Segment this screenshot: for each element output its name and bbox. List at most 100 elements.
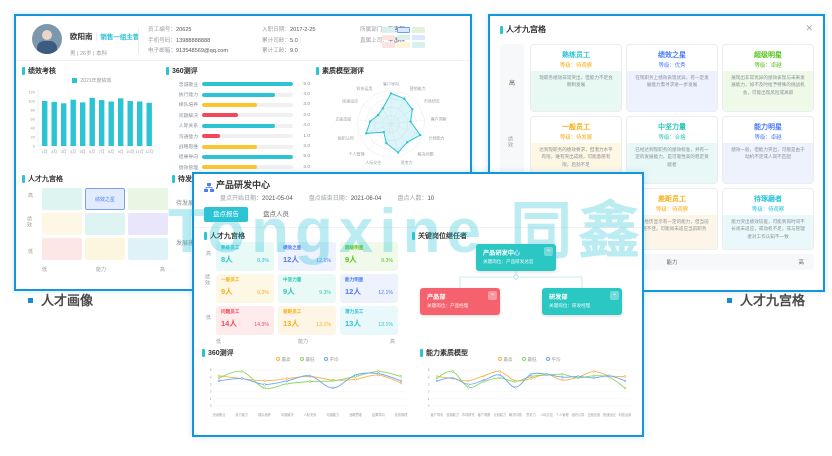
count-cell[interactable]: 潜力员工 13人 13.1% — [340, 306, 398, 335]
org-node-product[interactable]: 产品部 关键岗位：产品经理 ⌄ — [420, 288, 500, 315]
legend-item[interactable]: 最高 — [497, 357, 513, 363]
panel-title: 360测评 — [166, 66, 198, 76]
svg-text:3: 3 — [428, 383, 430, 387]
tab-people[interactable]: 盘点人员 — [263, 211, 289, 218]
radar-panel: 素质模型测评 客户导向 营销能力 市场研究 客户洞察 计划能力 解决问题 思考力 人际交往 个人… — [316, 66, 464, 172]
svg-text:0: 0 — [33, 143, 36, 148]
axis-label-ability: 能力 — [96, 267, 107, 273]
ninebox-cell[interactable] — [42, 188, 82, 210]
svg-text:5: 5 — [210, 368, 212, 372]
ninebox-card[interactable]: 中坚力量 等级：合格 已经达到现职务的绩效标准，并有一定的发展能力，是可靠性高的… — [626, 116, 718, 184]
count-cell[interactable]: 绩效之星 12人 12.1% — [278, 242, 336, 271]
avatar — [32, 24, 62, 54]
axis-label-perf: 绩效 — [204, 274, 210, 286]
org-icon — [204, 180, 214, 198]
mini-cell[interactable] — [382, 42, 395, 48]
eval-row: 问题解决 2.0 — [178, 112, 310, 119]
legend-item[interactable]: 最低 — [299, 357, 315, 363]
svg-text:1: 1 — [210, 397, 212, 401]
count-cell[interactable]: 能力明星 12人 12.1% — [340, 274, 398, 303]
title-bar-icon — [316, 67, 319, 75]
profile-field: 直属上司：李国林 — [360, 37, 405, 44]
svg-text:快速适应: 快速适应 — [342, 98, 358, 104]
mini-cell[interactable] — [412, 34, 425, 40]
ninebox-card[interactable]: 超级明星 等级：卓越 展现出非常优异的绩效表现与未来发展能力，如不及时给予特殊的… — [722, 44, 814, 112]
svg-text:个人管理: 个人管理 — [556, 412, 570, 417]
ninebox-card[interactable]: 能力明星 等级：卓越 绩效一般，但能力突出，可能是由于动机不足或人岗不匹配 — [722, 116, 814, 184]
mini-cell[interactable] — [397, 27, 410, 33]
employee-meta: 男 | 26岁 | 本科 — [70, 51, 108, 57]
legend-item[interactable]: 最高 — [275, 357, 291, 363]
mini-cell[interactable] — [382, 27, 395, 33]
chevron-down-icon[interactable]: ⌄ — [610, 291, 619, 300]
svg-text:60: 60 — [31, 116, 36, 121]
svg-text:计划能力: 计划能力 — [493, 412, 506, 417]
ninebox-card[interactable]: 待琢磨者 等级：待观察 能力突出绩效较差，可能到岗时间不长尚未适应，或动机不足，… — [722, 188, 814, 250]
svg-text:战略思维: 战略思维 — [349, 412, 363, 417]
count-cell[interactable]: 差距员工 13人 13.1% — [278, 306, 336, 335]
mini-cell[interactable] — [397, 42, 410, 48]
mini-cell[interactable] — [382, 34, 395, 40]
review-meta: 盘点开始日期：2021-05-04 盘点结束日期：2021-06-04 盘点人数… — [220, 193, 434, 202]
count-cell[interactable]: 熟练员工 8人 8.3% — [216, 242, 274, 271]
mini-ninebox[interactable] — [382, 27, 425, 48]
ninebox-cell[interactable] — [85, 213, 125, 235]
axis-label-high2: 高 — [390, 339, 396, 345]
development-suggestion-label: 发展建议： — [176, 241, 207, 247]
svg-text:沟通能力: 沟通能力 — [326, 412, 339, 417]
title-bar-icon — [202, 349, 205, 357]
ninebox-card[interactable]: 绩效之星 等级：优秀 在现职务上绩效表现优异，有一定发展能力需寻求进一步发展 — [626, 44, 718, 112]
profile-fields: 员工编号：20625 手机号码：13988888888 电子邮箱：913548569… — [148, 25, 452, 57]
bullet-icon — [28, 298, 33, 303]
caption-talent-portrait: 人才画像 — [28, 290, 93, 309]
legend-item[interactable]: 平均 — [323, 357, 339, 363]
svg-text:解决问题: 解决问题 — [509, 412, 523, 417]
chevron-down-icon[interactable]: ⌄ — [488, 291, 497, 300]
ninebox-cell[interactable] — [85, 238, 125, 260]
profile-field: 电子邮箱：913548569@qq.com — [148, 48, 229, 55]
mini-cell[interactable] — [412, 27, 425, 33]
svg-text:计划能力: 计划能力 — [428, 135, 444, 141]
divider: | — [95, 34, 98, 41]
ninebox-cell[interactable] — [128, 188, 168, 210]
eval-row: 忠诚敬业 5.0 — [178, 81, 310, 88]
ninebox-cell[interactable] — [42, 213, 82, 235]
svg-text:人际交往: 人际交往 — [365, 159, 381, 165]
mini-cell[interactable] — [412, 42, 425, 48]
title-bar-icon — [22, 175, 25, 183]
close-icon[interactable]: ✕ — [805, 23, 813, 33]
svg-text:0: 0 — [210, 404, 212, 408]
legend-item[interactable]: 最低 — [521, 357, 537, 363]
svg-text:80: 80 — [31, 107, 36, 112]
axis-label-low2: 低 — [42, 267, 48, 273]
svg-text:3: 3 — [210, 383, 212, 387]
svg-text:科技运用: 科技运用 — [356, 85, 372, 91]
ninebox-cell[interactable] — [128, 213, 168, 235]
count-cell[interactable]: 中坚力量 9人 9.3% — [278, 274, 336, 303]
title-bar-icon — [420, 349, 423, 357]
org-node-rd[interactable]: 研发部 关键岗位：研发经理 ⌄ — [542, 288, 622, 315]
chevron-down-icon[interactable]: ⌄ — [544, 247, 553, 256]
panel-title: 能力素质模型 — [420, 348, 468, 358]
svg-text:结果导向: 结果导向 — [372, 412, 385, 417]
ninebox-cell[interactable] — [128, 238, 168, 260]
svg-text:市场研究: 市场研究 — [424, 98, 440, 104]
axis-label-low2: 低 — [216, 339, 222, 345]
title-bar-icon — [172, 175, 175, 183]
count-cell[interactable]: 超级明星 9人 9.3% — [340, 242, 398, 271]
line-chart-360: 0 1 2 3 4 5 忠诚敬业 执行能力 梯队培养 问题解决 人际关系 沟通能力 战略思维 结果导向 绩效… — [210, 368, 408, 417]
ninebox-cell[interactable]: 绩效之星 — [85, 188, 125, 210]
ninebox-card[interactable]: 熟练员工 等级：待观察 现职务绩效非常突出，但能力不足会限制发展 — [530, 44, 622, 112]
divider — [194, 227, 642, 228]
org-node-root[interactable]: 产品研发中心 关键岗位：产品研发总监 ⌄ — [476, 244, 556, 271]
ninebox-cell[interactable] — [42, 238, 82, 260]
legend-item[interactable]: 平均 — [545, 357, 561, 363]
panel-title: 绩效考核 — [22, 66, 56, 76]
chart-legend: 最高 最低 平均 — [420, 357, 638, 363]
count-cell[interactable]: 一般员工 9人 9.3% — [216, 274, 274, 303]
tab-report[interactable]: 盘点报告 — [204, 207, 248, 222]
count-cell[interactable]: 问题员工 14人 14.3% — [216, 306, 274, 335]
mini-cell[interactable] — [397, 34, 410, 40]
axis-label-high2: 高 — [160, 267, 166, 273]
eval360-panel: 360测评 忠诚敬业 5.0 执行能力 4.0 梯队培养 3.0 问题解决 2.… — [166, 66, 312, 172]
